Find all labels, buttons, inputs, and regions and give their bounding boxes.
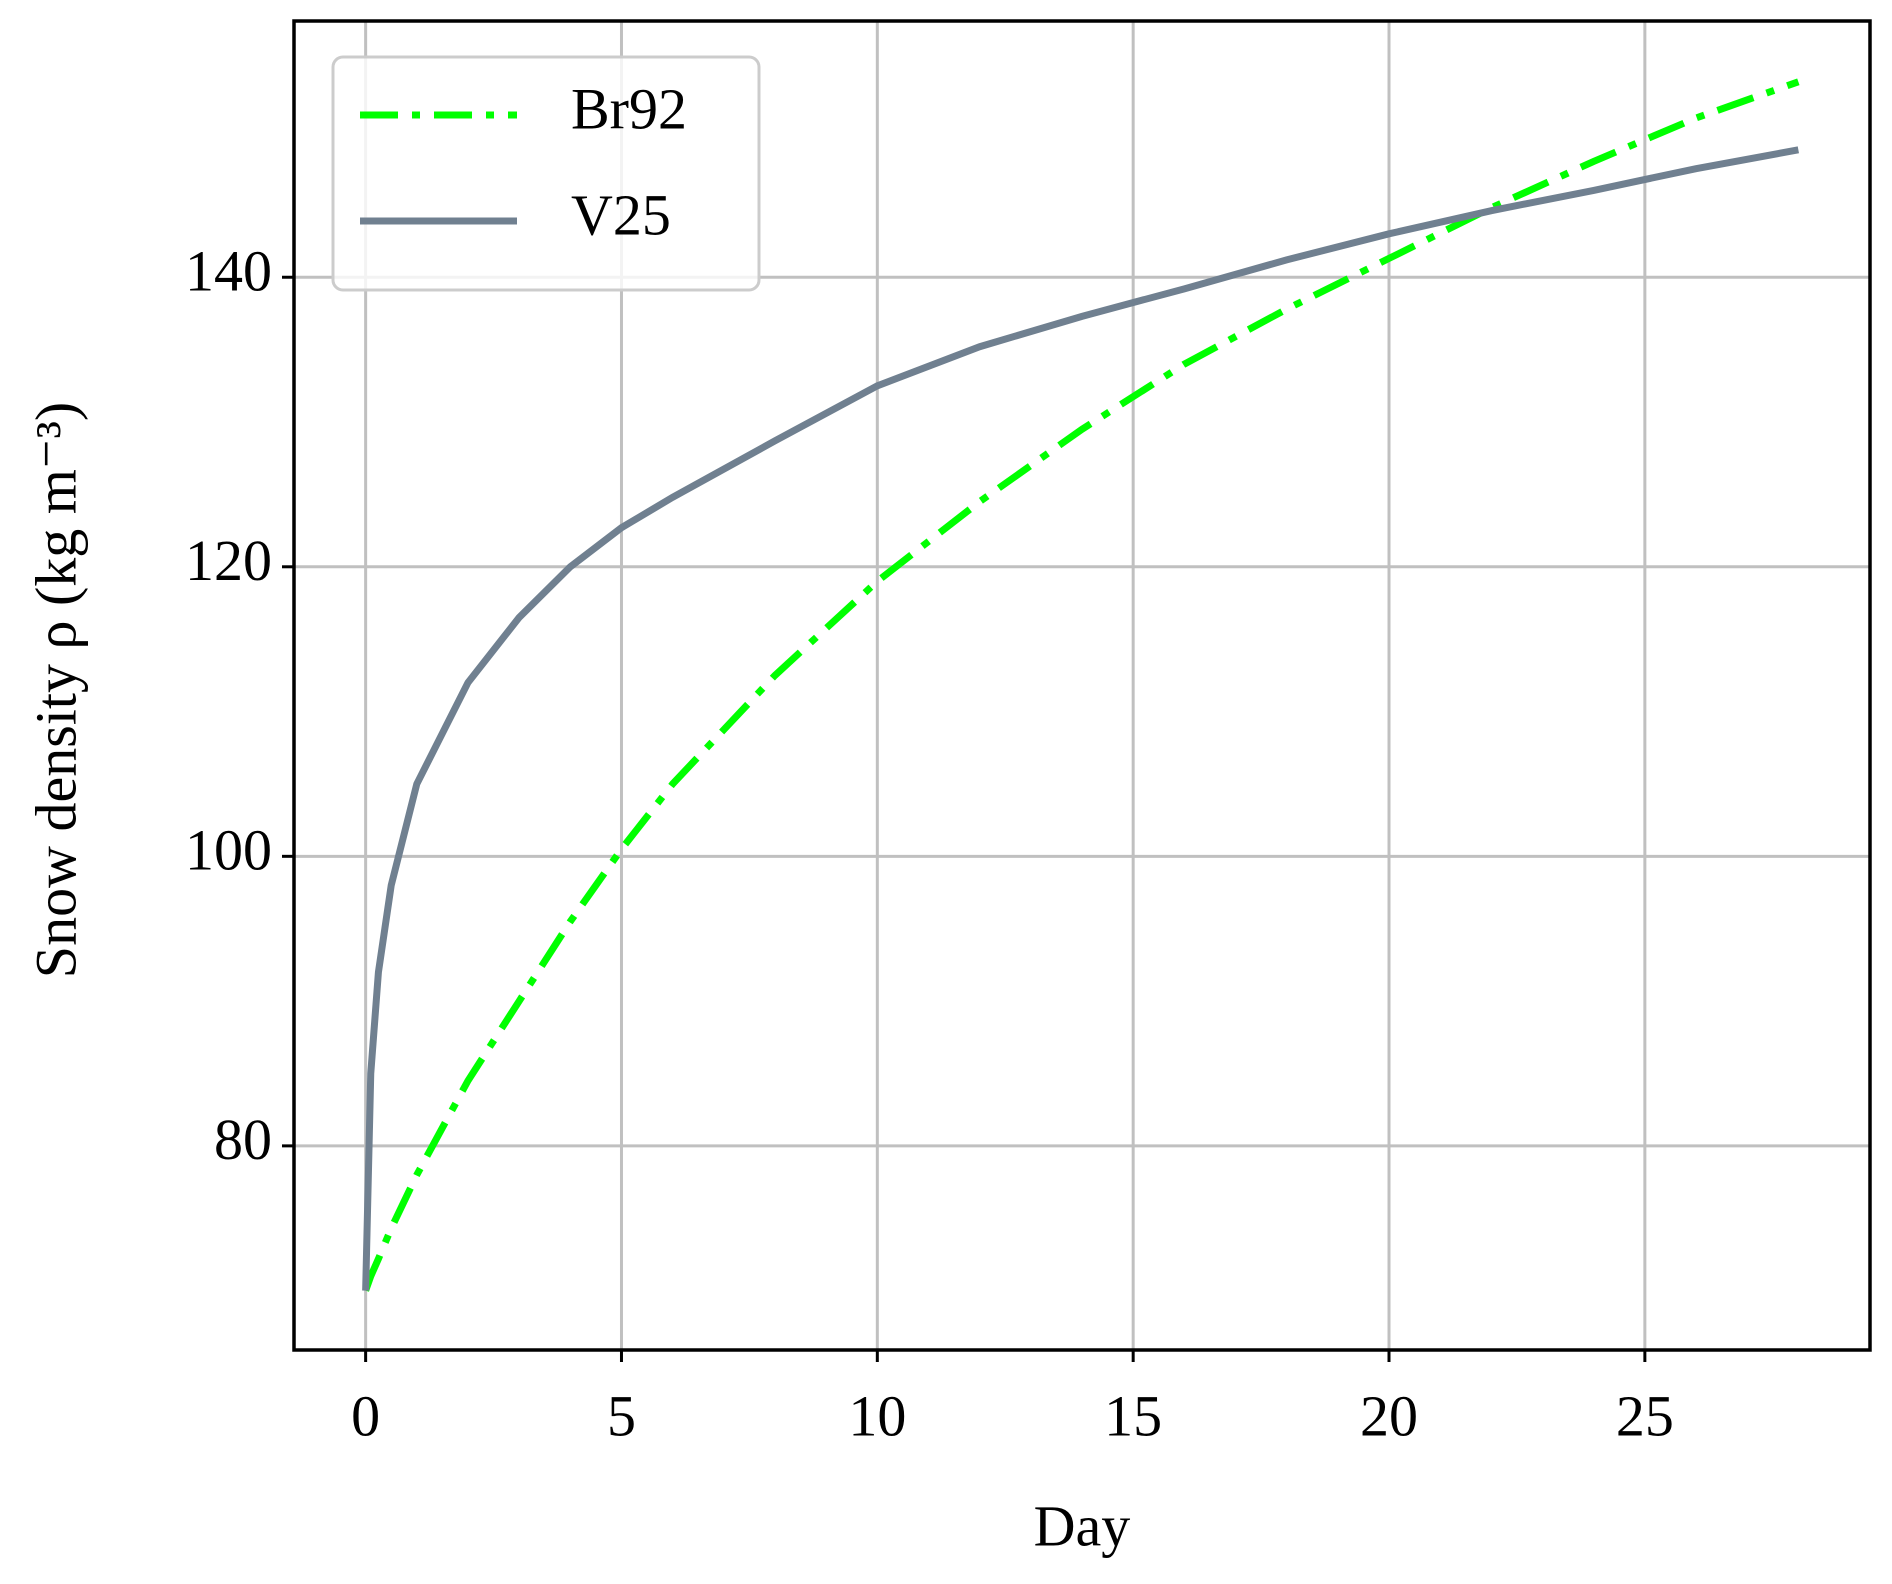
x-tick-label: 10 xyxy=(848,1383,906,1448)
legend-label: V25 xyxy=(571,182,671,247)
axes-frame xyxy=(292,19,1872,1352)
x-tick-label: 5 xyxy=(607,1383,636,1448)
series-line xyxy=(362,78,1800,1292)
y-tick-label: 140 xyxy=(185,239,272,304)
legend-box xyxy=(331,55,761,292)
x-tick-label: 0 xyxy=(351,1383,380,1448)
legend-label: Br92 xyxy=(571,76,687,141)
y-axis-label: Snow density ρ (kg m⁻³) xyxy=(23,402,88,978)
y-tick-label: 80 xyxy=(214,1107,272,1172)
series-line xyxy=(362,146,1799,1291)
x-tick-label: 25 xyxy=(1616,1383,1674,1448)
legend: Br92 V25 xyxy=(331,55,761,292)
x-tick-label: 20 xyxy=(1360,1383,1418,1448)
y-tick-label: 100 xyxy=(185,818,272,883)
x-tick-label: 15 xyxy=(1104,1383,1162,1448)
y-tick-label: 120 xyxy=(185,528,272,593)
x-axis-label: Day xyxy=(1034,1493,1131,1558)
